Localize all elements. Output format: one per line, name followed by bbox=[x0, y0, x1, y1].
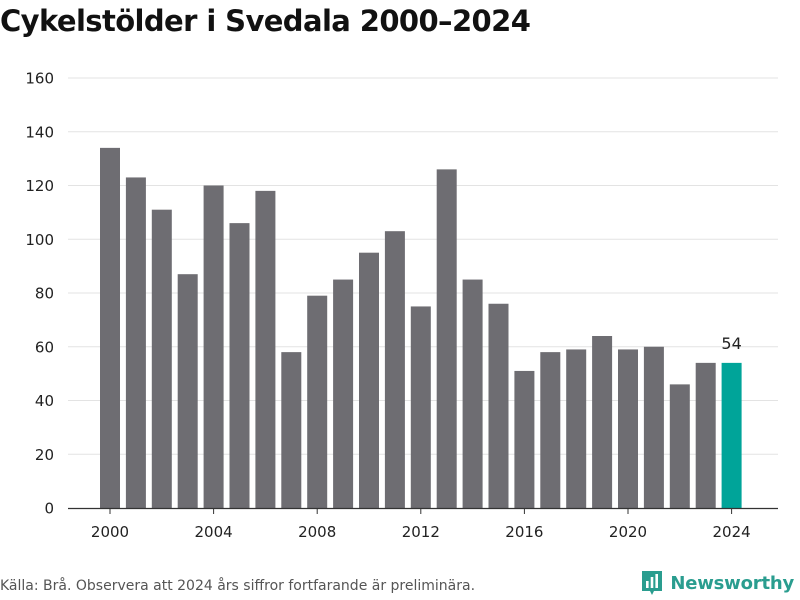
bar-2002 bbox=[151, 209, 172, 508]
bar-2000 bbox=[100, 147, 120, 508]
x-tick-label: 2004 bbox=[195, 523, 233, 541]
x-tick-label: 2012 bbox=[402, 523, 440, 541]
labels: 0 20 40 60 80 100 120 140 160 2000 2004 2008 2012 201… bbox=[25, 70, 750, 542]
x-tick-label: 2000 bbox=[91, 523, 129, 541]
bar-2005 bbox=[229, 223, 250, 508]
y-tick-label: 100 bbox=[25, 231, 54, 249]
bar-2019 bbox=[592, 336, 613, 508]
bar-2006 bbox=[255, 190, 276, 508]
chart-title: Cykelstölder i Svedala 2000–2024 bbox=[0, 4, 531, 38]
newsworthy-logo-icon bbox=[642, 571, 663, 595]
y-tick-label: 40 bbox=[35, 392, 54, 410]
bars bbox=[100, 147, 742, 508]
bar-2018 bbox=[566, 349, 587, 508]
y-tick-label: 0 bbox=[44, 500, 54, 518]
bar-2010 bbox=[359, 252, 379, 508]
y-tick-label: 160 bbox=[25, 70, 54, 88]
bar-2017 bbox=[540, 352, 561, 508]
bar-2022 bbox=[669, 384, 690, 508]
y-tick-label: 80 bbox=[35, 285, 54, 303]
axes bbox=[68, 507, 778, 514]
logo-text: Newsworthy bbox=[670, 572, 794, 594]
x-tick-label: 2020 bbox=[609, 523, 647, 541]
bar-2001 bbox=[125, 177, 146, 508]
bar-2016 bbox=[514, 370, 535, 508]
bar-2008 bbox=[307, 295, 328, 508]
bar-2021 bbox=[643, 346, 664, 508]
data-label-2024: 54 bbox=[721, 334, 741, 353]
x-tick-label: 2008 bbox=[298, 523, 336, 541]
x-tick-label: 2024 bbox=[713, 523, 751, 541]
bar-2014 bbox=[462, 279, 483, 508]
bar-2004 bbox=[203, 185, 224, 508]
bar-2020 bbox=[618, 349, 638, 508]
y-tick-label: 60 bbox=[35, 338, 54, 356]
y-tick-label: 140 bbox=[25, 123, 54, 141]
source-note: Källa: Brå. Observera att 2024 års siffr… bbox=[0, 578, 476, 594]
bar-2013 bbox=[436, 169, 457, 508]
highlight-bar-2024 bbox=[721, 362, 742, 508]
x-tick-label: 2016 bbox=[505, 523, 543, 541]
bar-2011 bbox=[384, 231, 405, 508]
bar-2023 bbox=[695, 362, 716, 508]
bar-2015 bbox=[488, 303, 509, 508]
y-tick-label: 120 bbox=[25, 177, 54, 195]
bar-2012 bbox=[410, 306, 431, 508]
y-tick-label: 20 bbox=[35, 446, 54, 464]
newsworthy-logo[interactable]: Newsworthy bbox=[640, 569, 794, 597]
bar-2003 bbox=[177, 274, 198, 508]
bar-2009 bbox=[333, 279, 354, 508]
bar-2007 bbox=[281, 352, 302, 508]
